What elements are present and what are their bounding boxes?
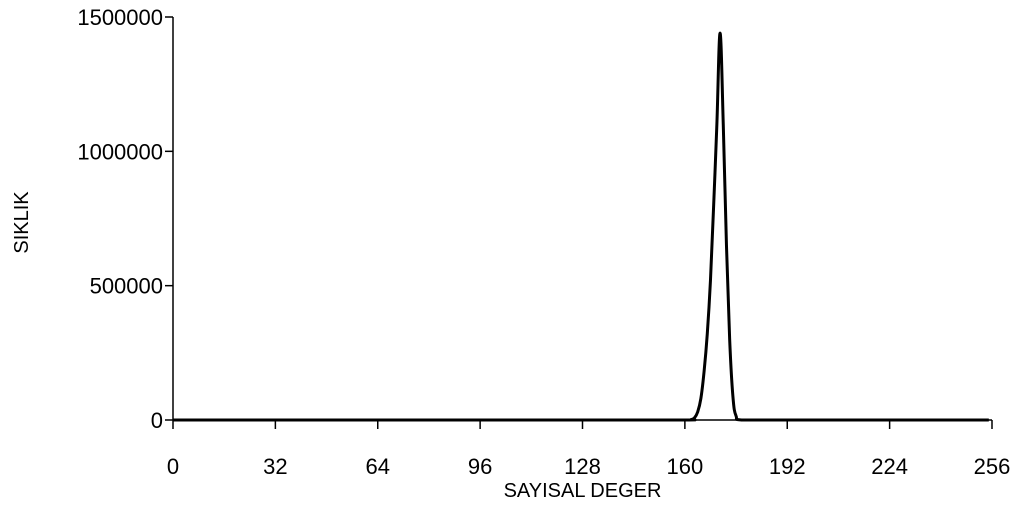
y-axis-title: SIKLIK [11, 191, 33, 254]
y-axis-ticks: 0 500000 1000000 1500000 [77, 5, 173, 433]
x-tick-label: 0 [167, 454, 179, 479]
x-tick-label: 192 [769, 454, 806, 479]
y-tick-label: 1000000 [77, 139, 163, 164]
y-tick-label: 0 [151, 408, 163, 433]
x-axis-ticks: 0 32 64 96 128 160 192 224 256 [167, 420, 1010, 479]
x-tick-label: 32 [263, 454, 287, 479]
x-axis-title: SAYISAL DEGER [504, 480, 662, 502]
x-tick-label: 256 [974, 454, 1011, 479]
x-tick-label: 128 [564, 454, 601, 479]
x-tick-label: 160 [667, 454, 704, 479]
y-tick-label: 1500000 [77, 5, 163, 30]
x-tick-label: 96 [468, 454, 492, 479]
series-line [172, 31, 989, 422]
x-tick-label: 64 [366, 454, 390, 479]
x-tick-label: 224 [871, 454, 908, 479]
y-tick-label: 500000 [90, 274, 163, 299]
plot-area [172, 31, 989, 422]
